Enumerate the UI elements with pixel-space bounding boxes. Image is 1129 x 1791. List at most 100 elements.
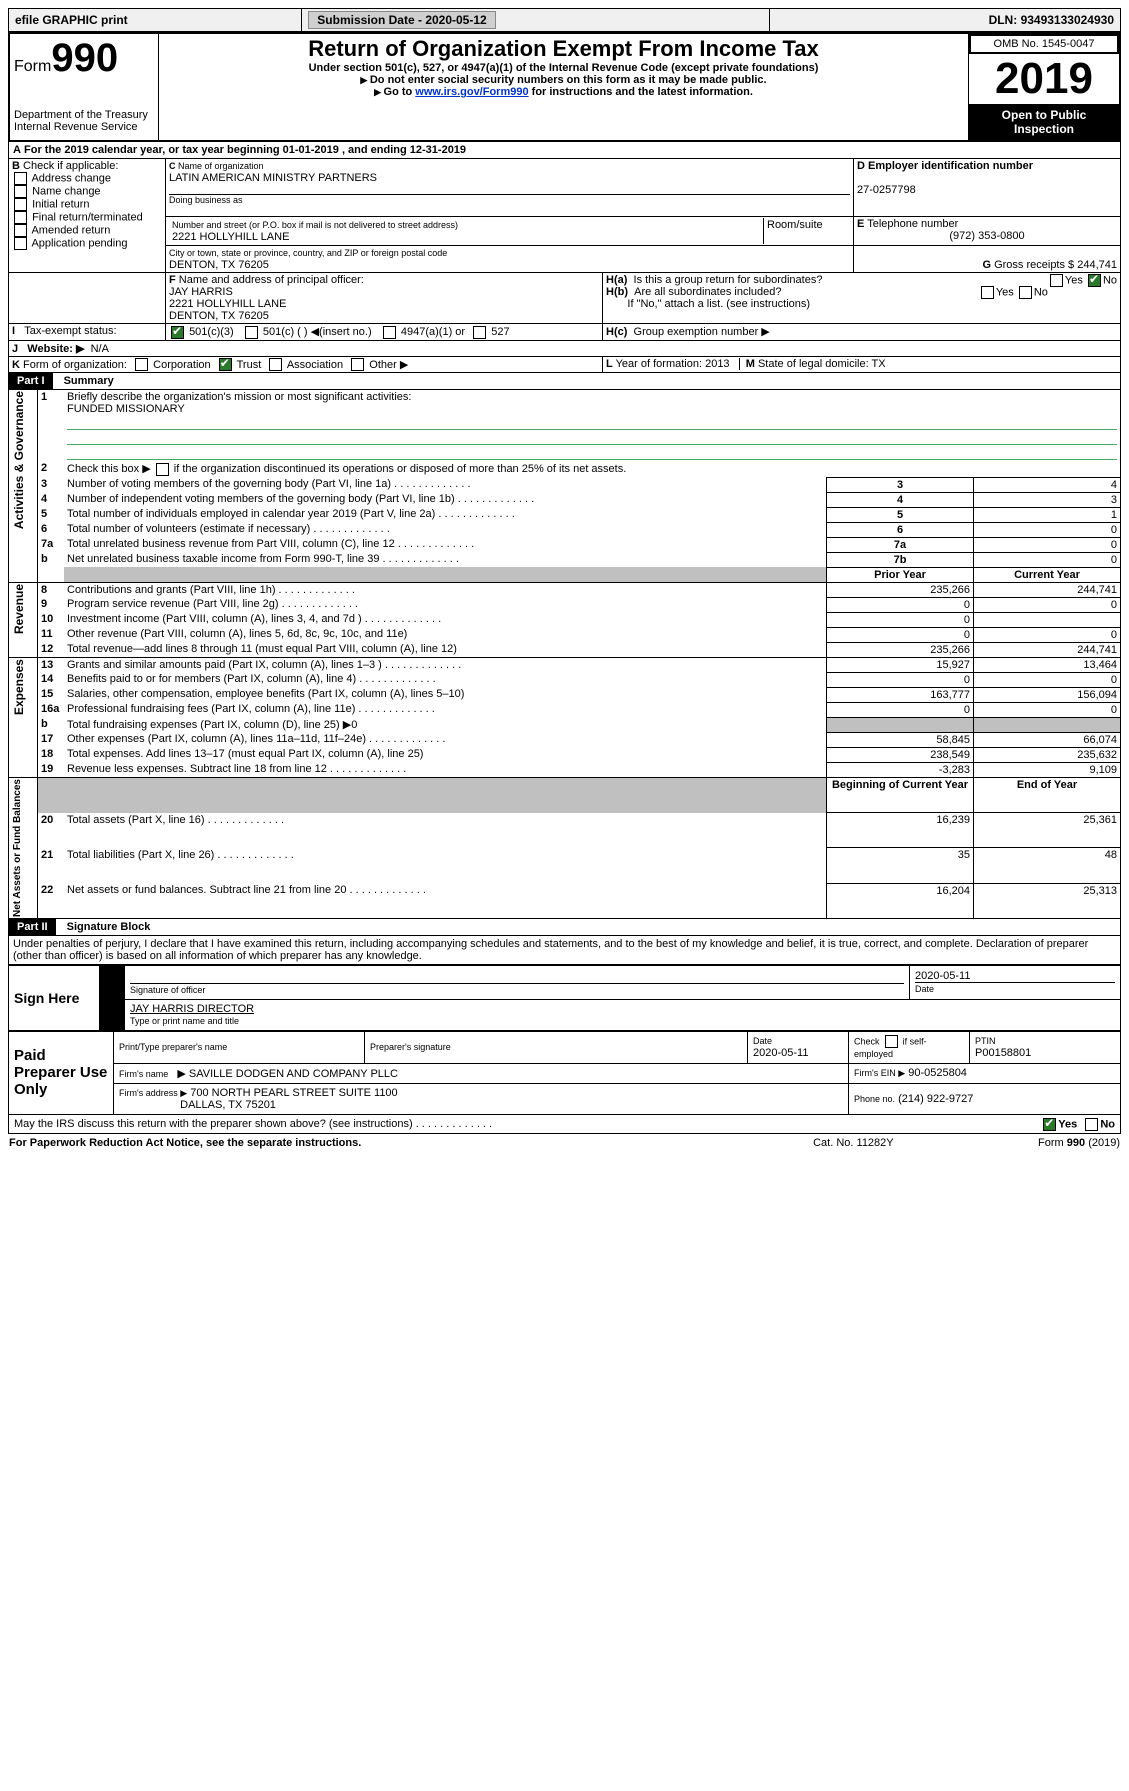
eoy-hdr: End of Year bbox=[974, 777, 1121, 812]
checkbox-501c3[interactable] bbox=[171, 326, 184, 339]
side-activities: Activities & Governance bbox=[12, 391, 26, 529]
form-title: Return of Organization Exempt From Incom… bbox=[163, 36, 964, 62]
street-address: 2221 HOLLYHILL LANE bbox=[172, 231, 289, 243]
firm-address: 700 NORTH PEARL STREET SUITE 1100 bbox=[190, 1087, 397, 1099]
checkbox-app-pending[interactable] bbox=[14, 237, 27, 250]
sign-here: Sign Here bbox=[9, 965, 100, 1030]
checkbox-initial-return[interactable] bbox=[14, 198, 27, 211]
cat-no: Cat. No. 11282Y bbox=[765, 1136, 941, 1150]
checkbox-final-return[interactable] bbox=[14, 211, 27, 224]
officer-name: JAY HARRIS bbox=[169, 286, 233, 298]
checkbox-501c[interactable] bbox=[245, 326, 258, 339]
sig-officer-label: Signature of officer bbox=[130, 985, 205, 995]
checkbox-assoc[interactable] bbox=[269, 358, 282, 371]
firm-city: DALLAS, TX 75201 bbox=[180, 1099, 276, 1111]
checkbox-discuss-yes[interactable] bbox=[1043, 1118, 1056, 1131]
c-city-label: City or town, state or province, country… bbox=[169, 248, 447, 258]
checkbox-self-employed[interactable] bbox=[885, 1035, 898, 1048]
dln-value: 93493133024930 bbox=[1021, 13, 1114, 27]
checkbox-ha-yes[interactable] bbox=[1050, 274, 1063, 287]
part-ii-title: Signature Block bbox=[59, 921, 151, 933]
irs-label: Internal Revenue Service bbox=[14, 121, 154, 133]
side-revenue: Revenue bbox=[12, 584, 26, 634]
checkbox-ha-no[interactable] bbox=[1088, 274, 1101, 287]
d-ein-label: Employer identification number bbox=[868, 160, 1033, 172]
hc-label: Group exemption number ▶ bbox=[634, 326, 770, 338]
k-label: Form of organization: bbox=[23, 359, 127, 371]
part-i-title: Summary bbox=[56, 375, 114, 387]
bcy-hdr: Beginning of Current Year bbox=[827, 777, 974, 812]
checkbox-discuss-no[interactable] bbox=[1085, 1118, 1098, 1131]
firm-phone: (214) 922-9727 bbox=[898, 1093, 973, 1105]
checkbox-amended[interactable] bbox=[14, 224, 27, 237]
efile-label: efile GRAPHIC print bbox=[9, 9, 302, 32]
officer-addr1: 2221 HOLLYHILL LANE bbox=[169, 298, 286, 310]
checkbox-4947[interactable] bbox=[383, 326, 396, 339]
signature-block: Sign Here Signature of officer 2020-05-1… bbox=[8, 965, 1121, 1031]
part-ii-bar: Part II bbox=[9, 919, 56, 935]
part-i-bar: Part I bbox=[9, 373, 53, 389]
omb-number: OMB No. 1545-0047 bbox=[969, 34, 1119, 54]
j-label: Website: ▶ bbox=[27, 343, 84, 355]
org-name: LATIN AMERICAN MINISTRY PARTNERS bbox=[169, 172, 377, 184]
year-formation: 2013 bbox=[705, 358, 729, 370]
ein-value: 27-0257798 bbox=[857, 184, 916, 196]
checkbox-527[interactable] bbox=[473, 326, 486, 339]
side-expenses: Expenses bbox=[12, 659, 26, 715]
footer: For Paperwork Reduction Act Notice, see … bbox=[8, 1136, 1121, 1150]
form-subtitle-1: Under section 501(c), 527, or 4947(a)(1)… bbox=[163, 62, 964, 74]
room-suite: Room/suite bbox=[764, 218, 851, 244]
sig-date: 2020-05-11 bbox=[915, 970, 970, 982]
c-addr-label: Number and street (or P.O. box if mail i… bbox=[172, 220, 458, 230]
form-header: Form990 Department of the Treasury Inter… bbox=[8, 32, 1121, 142]
c-name-label: Name of organization bbox=[178, 161, 264, 171]
dept-treasury: Department of the Treasury bbox=[14, 109, 154, 121]
val-6: 0 bbox=[974, 522, 1121, 537]
checkbox-hb-no[interactable] bbox=[1019, 286, 1032, 299]
hb-label: Are all subordinates included? bbox=[634, 286, 781, 298]
mission-desc: FUNDED MISSIONARY bbox=[67, 403, 185, 415]
perjury-declaration: Under penalties of perjury, I declare th… bbox=[8, 936, 1121, 965]
val-3: 4 bbox=[974, 477, 1121, 492]
form-number: 990 bbox=[51, 36, 118, 80]
ha-label: Is this a group return for subordinates? bbox=[634, 274, 823, 286]
checkbox-other[interactable] bbox=[351, 358, 364, 371]
firm-ein: 90-0525804 bbox=[908, 1067, 967, 1079]
pra-notice: For Paperwork Reduction Act Notice, see … bbox=[9, 1137, 361, 1149]
checkbox-trust[interactable] bbox=[219, 358, 232, 371]
prior-year-hdr: Prior Year bbox=[827, 567, 974, 582]
val-4: 3 bbox=[974, 492, 1121, 507]
form990-link[interactable]: www.irs.gov/Form990 bbox=[415, 86, 528, 98]
officer-group-block: F Name and address of principal officer:… bbox=[8, 273, 1121, 373]
paid-preparer: Paid Preparer Use Only bbox=[9, 1031, 114, 1114]
l-label: Year of formation: bbox=[616, 358, 702, 370]
typed-label: Type or print name and title bbox=[130, 1016, 239, 1026]
submission-date-button[interactable]: Submission Date - 2020-05-12 bbox=[308, 11, 495, 29]
form-footer: Form 990 (2019) bbox=[942, 1136, 1121, 1150]
dln-label: DLN: bbox=[989, 13, 1021, 27]
hb-note: If "No," attach a list. (see instruction… bbox=[627, 298, 810, 310]
website-value: N/A bbox=[91, 343, 109, 355]
officer-addr2: DENTON, TX 76205 bbox=[169, 310, 269, 322]
i-label: Tax-exempt status: bbox=[24, 325, 116, 337]
checkbox-name-change[interactable] bbox=[14, 185, 27, 198]
line-a: A For the 2019 calendar year, or tax yea… bbox=[8, 142, 1121, 159]
checkbox-corp[interactable] bbox=[135, 358, 148, 371]
g-gross-label: Gross receipts $ bbox=[994, 259, 1074, 271]
b-header: Check if applicable: bbox=[23, 160, 118, 172]
gross-receipts: 244,741 bbox=[1077, 259, 1117, 271]
phone-value: (972) 353-0800 bbox=[857, 230, 1117, 242]
part-i-table: Activities & Governance 1 Briefly descri… bbox=[8, 390, 1121, 919]
form-subtitle-2: Do not enter social security numbers on … bbox=[163, 74, 964, 86]
val-7b: 0 bbox=[974, 552, 1121, 567]
city-state-zip: DENTON, TX 76205 bbox=[169, 259, 269, 271]
paid-preparer-block: Paid Preparer Use Only Print/Type prepar… bbox=[8, 1031, 1121, 1115]
checkbox-address-change[interactable] bbox=[14, 172, 27, 185]
current-year-hdr: Current Year bbox=[974, 567, 1121, 582]
checkbox-hb-yes[interactable] bbox=[981, 286, 994, 299]
val-5: 1 bbox=[974, 507, 1121, 522]
side-netassets: Net Assets or Fund Balances bbox=[12, 779, 23, 917]
checkbox-line2[interactable] bbox=[156, 463, 169, 476]
line1-label: Briefly describe the organization's miss… bbox=[67, 391, 411, 403]
firm-name: SAVILLE DODGEN AND COMPANY PLLC bbox=[189, 1068, 398, 1080]
